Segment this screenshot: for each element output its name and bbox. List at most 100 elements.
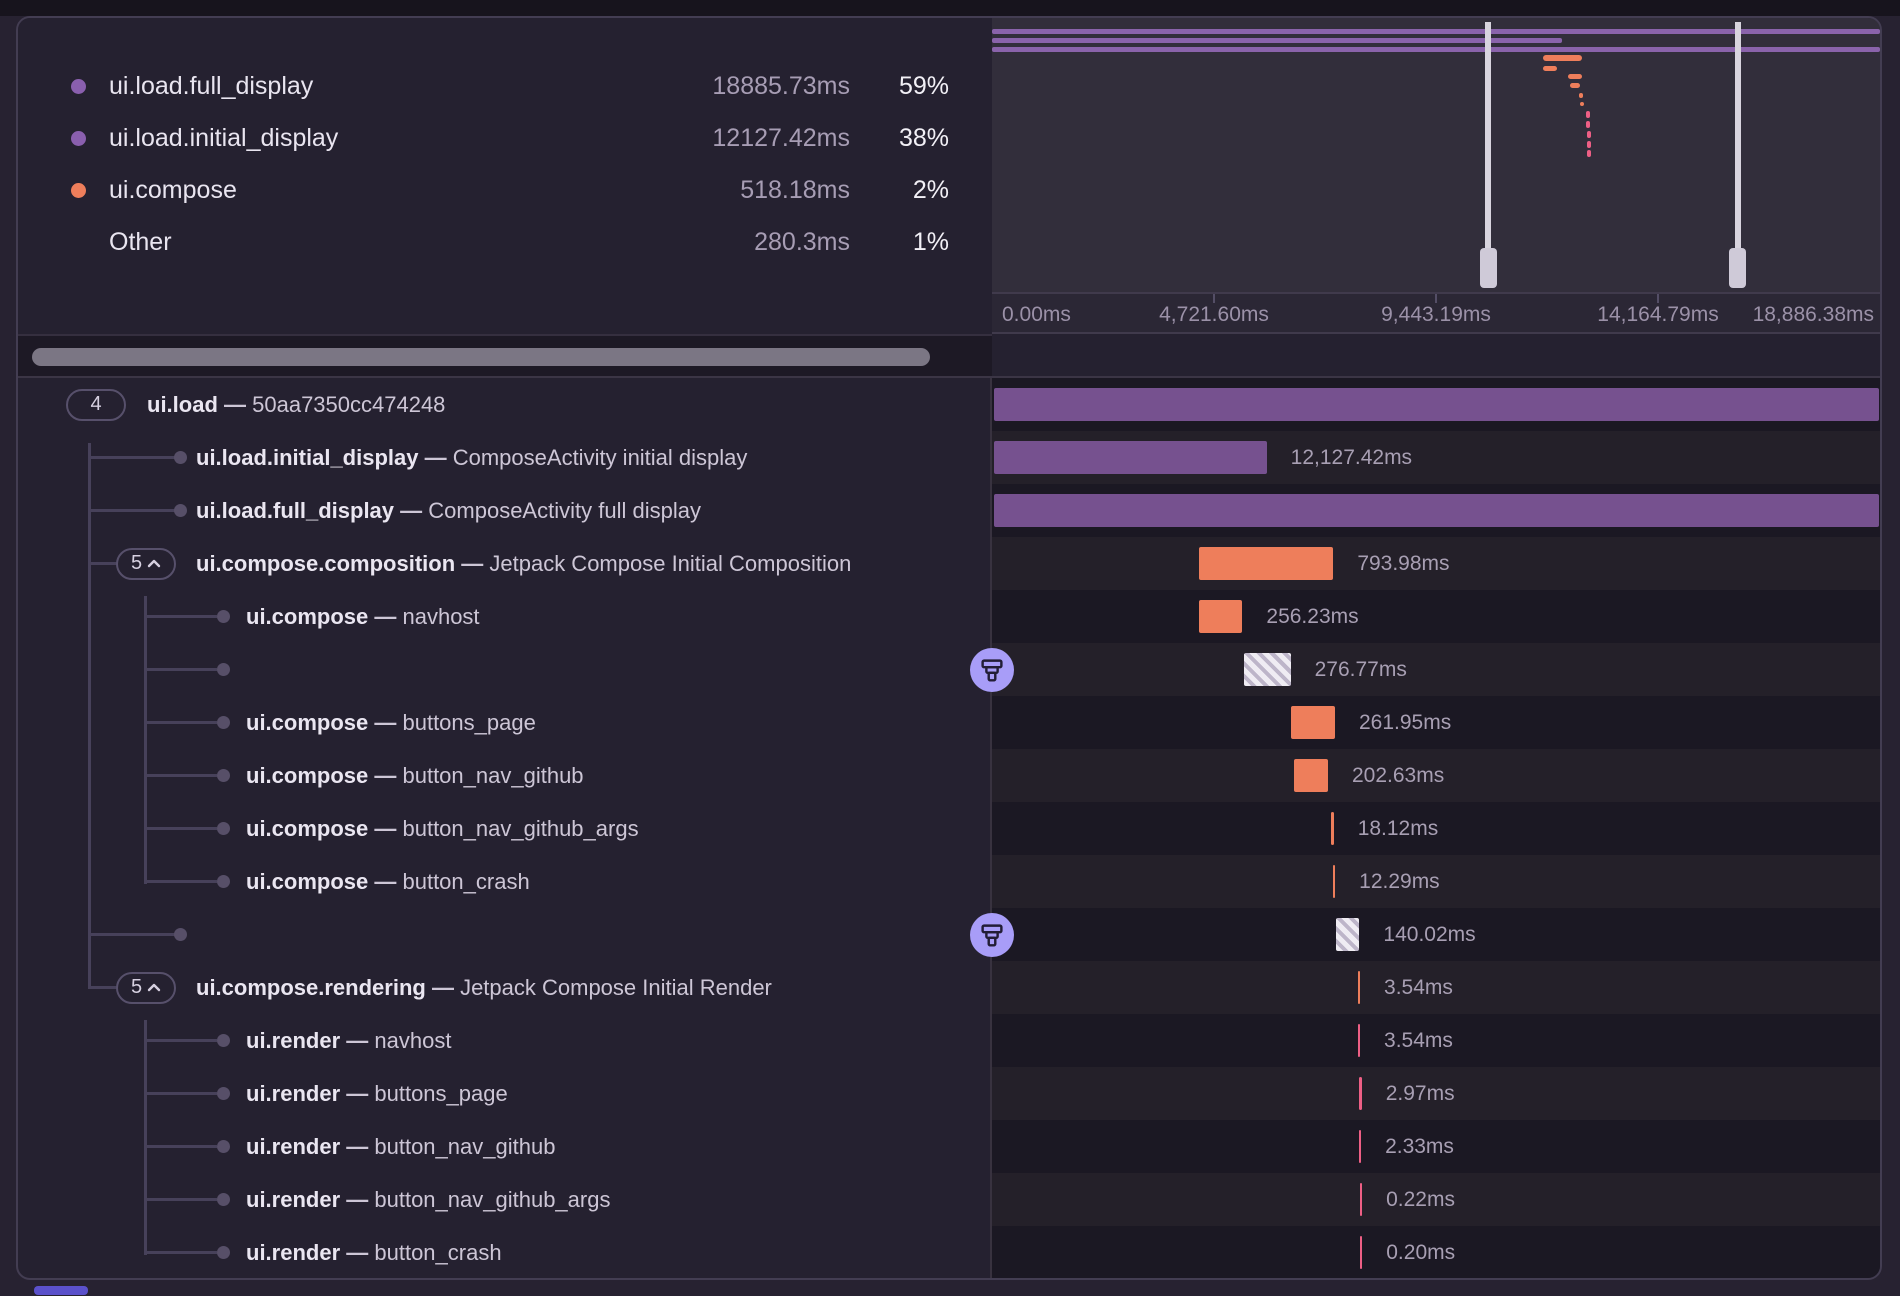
page-top-band <box>0 0 1900 16</box>
axis-tick <box>1213 294 1215 303</box>
span-tree-label[interactable]: ui.load.initial_display — ComposeActivit… <box>196 445 747 471</box>
minimap-render-mark <box>1586 150 1591 157</box>
span-duration-bar[interactable] <box>994 388 1879 421</box>
legend-item-percent: 2% <box>912 176 949 204</box>
tree-node-dot <box>217 1140 230 1153</box>
legend-dot-icon <box>71 183 86 198</box>
span-tree-label[interactable]: ui.compose — button_nav_github <box>246 763 584 789</box>
tree-connector-line <box>88 562 118 565</box>
legend-item[interactable]: ui.compose 518.18ms 2% <box>18 168 992 212</box>
tree-connector-line <box>144 1039 217 1042</box>
span-op: ui.compose <box>246 709 369 735</box>
dash-separator: — <box>368 603 403 629</box>
span-description: button_nav_github_args <box>374 1186 611 1212</box>
tree-horizontal-scrollbar-thumb[interactable] <box>32 348 930 366</box>
span-duration-label: 256.23ms <box>1266 604 1359 628</box>
span-tree-label[interactable]: ui.compose.composition — Jetpack Compose… <box>196 551 851 577</box>
aggregated-spans-icon[interactable] <box>970 912 1014 957</box>
span-tree-label[interactable]: ui.render — button_nav_github <box>246 1134 555 1160</box>
span-tree-label[interactable]: ui.compose — navhost <box>246 604 480 630</box>
span-tree-label[interactable]: ui.render — navhost <box>246 1028 451 1054</box>
minimap-span-stripe <box>992 38 1563 43</box>
tree-connector-line <box>144 1092 217 1095</box>
dash-separator: — <box>368 762 403 788</box>
span-duration-bar[interactable] <box>994 441 1267 474</box>
chevron-up-icon <box>147 983 161 993</box>
span-tree-label[interactable]: ui.render — button_nav_github_args <box>246 1187 610 1213</box>
span-duration-bar[interactable] <box>1290 706 1335 739</box>
legend-item-percent: 1% <box>912 228 949 256</box>
span-group-count: 5 <box>130 552 143 574</box>
span-duration-bar[interactable] <box>1359 1077 1362 1110</box>
tree-connector-line <box>88 456 176 459</box>
timeline-row-stripe <box>992 1173 1880 1226</box>
span-duration-bar[interactable] <box>1243 653 1291 686</box>
aggregated-spans-icon[interactable] <box>970 647 1014 692</box>
span-group-badge[interactable]: 5 <box>116 971 176 1004</box>
span-tree-label[interactable]: ui.render — buttons_page <box>246 1081 508 1107</box>
span-group-badge[interactable]: 4 <box>66 388 126 421</box>
tree-node-dot <box>217 1246 230 1259</box>
tree-node-dot <box>217 822 230 835</box>
viewport-handle[interactable] <box>1485 22 1492 250</box>
span-description: navhost <box>402 603 480 629</box>
span-description: button_nav_github_args <box>402 815 639 841</box>
span-tree-label[interactable]: ui.compose.rendering — Jetpack Compose I… <box>196 975 772 1001</box>
span-duration-bar[interactable] <box>1332 865 1336 898</box>
span-duration-bar[interactable] <box>1357 971 1361 1004</box>
legend-item[interactable]: Other 280.3ms 1% <box>18 220 992 264</box>
dash-separator: — <box>418 444 453 470</box>
timeline-row-stripe <box>992 590 1880 643</box>
span-duration-bar[interactable] <box>1198 547 1334 580</box>
tree-node-dot <box>174 928 187 941</box>
span-duration-bar[interactable] <box>1359 1236 1363 1269</box>
viewport-handle[interactable] <box>1734 22 1741 250</box>
span-duration-bar[interactable] <box>1198 600 1243 633</box>
span-tree-label[interactable]: ui.compose — button_nav_github_args <box>246 816 639 842</box>
header-rows-divider <box>18 376 1880 378</box>
span-tree-label[interactable]: ui.render — button_crash <box>246 1240 502 1266</box>
span-duration-bar[interactable] <box>1357 1024 1361 1057</box>
tree-connector-line <box>144 880 217 883</box>
tree-connector-line <box>144 1198 217 1201</box>
tree-horizontal-scrollbar <box>18 334 992 376</box>
span-duration-bar[interactable] <box>1335 918 1360 951</box>
span-duration-bar[interactable] <box>1293 759 1328 792</box>
timeline-row-stripe <box>992 696 1880 749</box>
axis-tick <box>1435 294 1437 303</box>
tree-connector-line <box>144 668 217 671</box>
legend-item-value: 518.18ms <box>740 176 850 204</box>
bottom-scrollbar-thumb[interactable] <box>34 1286 88 1295</box>
span-duration-bar[interactable] <box>1359 1183 1363 1216</box>
trace-minimap[interactable] <box>992 18 1880 292</box>
axis-tick-label: 18,886.38ms <box>1752 303 1874 326</box>
legend-item[interactable]: ui.load.full_display 18885.73ms 59% <box>18 64 992 108</box>
span-op: ui.render <box>246 1133 341 1159</box>
tree-connector-line <box>144 774 217 777</box>
span-tree-label[interactable]: ui.compose — button_crash <box>246 869 530 895</box>
viewport-handle-grip[interactable] <box>1479 248 1497 288</box>
span-description: button_nav_github <box>374 1133 556 1159</box>
span-tree-label[interactable]: ui.load.full_display — ComposeActivity f… <box>196 498 701 524</box>
tree-connector-line <box>144 721 217 724</box>
span-tree-label[interactable]: ui.load — 50aa7350cc474248 <box>147 392 445 418</box>
viewport-handle-grip[interactable] <box>1729 248 1747 288</box>
span-rows: 4 ui.load — 50aa7350cc474248 ui.load.initi… <box>18 378 1880 1278</box>
axis-tick <box>1657 294 1659 303</box>
span-description: navhost <box>374 1027 452 1053</box>
span-description: buttons_page <box>402 709 536 735</box>
span-duration-bar[interactable] <box>1330 812 1334 845</box>
span-duration-label: 140.02ms <box>1383 922 1476 946</box>
span-tree-label[interactable]: ui.compose — buttons_page <box>246 710 536 736</box>
timeline-row-stripe <box>992 643 1880 696</box>
span-group-badge[interactable]: 5 <box>116 547 176 580</box>
span-description: 50aa7350cc474248 <box>252 391 446 417</box>
timeline-row-stripe <box>992 1067 1880 1120</box>
span-duration-bar[interactable] <box>1358 1130 1362 1163</box>
legend-item-value: 12127.42ms <box>712 124 850 152</box>
tree-node-dot <box>174 451 187 464</box>
span-duration-bar[interactable] <box>994 494 1879 527</box>
span-op: ui.render <box>246 1080 341 1106</box>
legend-item[interactable]: ui.load.initial_display 12127.42ms 38% <box>18 116 992 160</box>
